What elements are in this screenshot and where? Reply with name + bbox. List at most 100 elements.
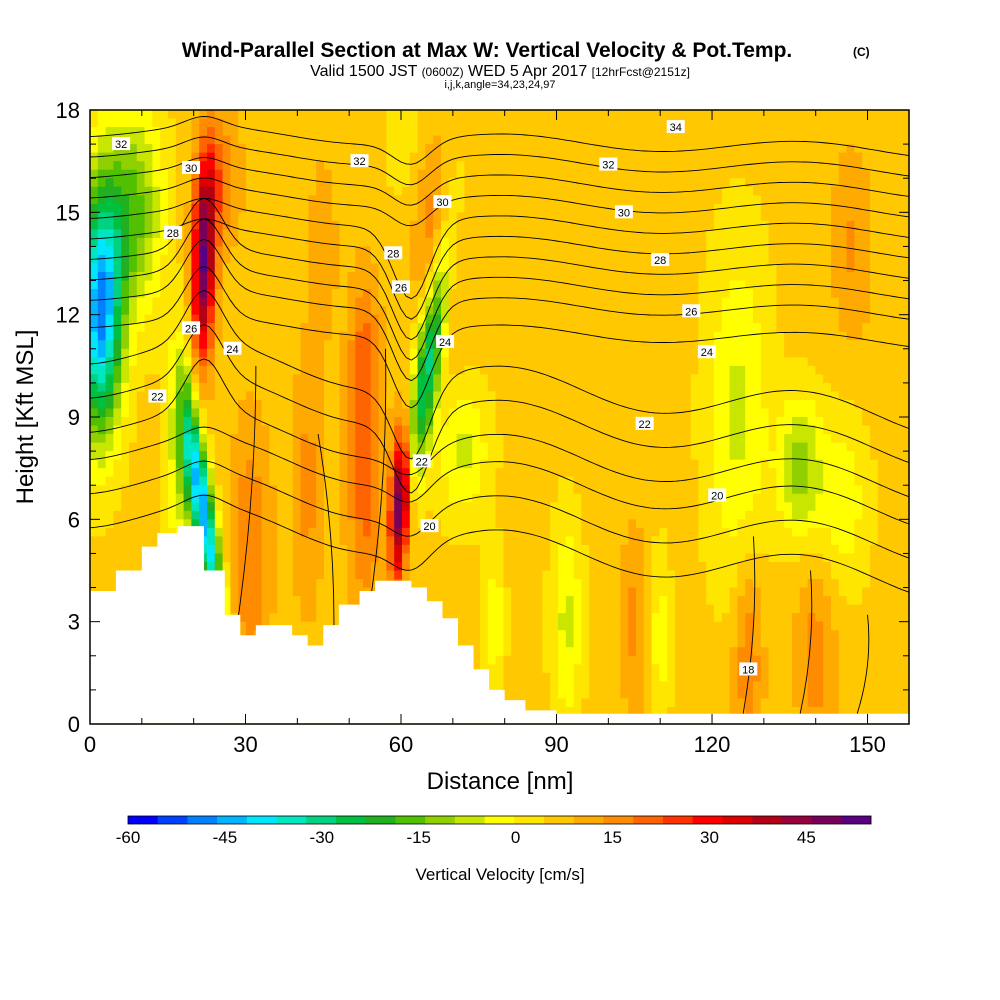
velocity-cell bbox=[207, 417, 216, 427]
velocity-cell bbox=[612, 127, 621, 137]
velocity-cell bbox=[331, 536, 341, 546]
velocity-cell bbox=[144, 340, 153, 350]
velocity-cell bbox=[604, 399, 614, 410]
velocity-cell bbox=[573, 229, 582, 239]
velocity-cell bbox=[550, 570, 559, 580]
velocity-cell bbox=[121, 263, 130, 273]
velocity-cell bbox=[612, 178, 621, 188]
velocity-cell bbox=[238, 237, 247, 248]
velocity-cell bbox=[370, 331, 380, 341]
velocity-cell bbox=[97, 263, 107, 273]
velocity-cell bbox=[472, 544, 481, 555]
velocity-cell bbox=[495, 459, 504, 469]
velocity-cell bbox=[503, 527, 512, 537]
velocity-cell bbox=[121, 110, 130, 120]
velocity-cell bbox=[581, 399, 590, 410]
velocity-cell bbox=[394, 536, 403, 546]
velocity-cell bbox=[534, 254, 543, 265]
velocity-cell bbox=[285, 161, 294, 171]
velocity-cell bbox=[144, 519, 153, 529]
velocity-cell bbox=[277, 297, 286, 307]
velocity-cell bbox=[464, 118, 473, 128]
velocity-cell bbox=[581, 706, 590, 717]
velocity-cell bbox=[370, 254, 380, 265]
velocity-cell bbox=[456, 220, 465, 230]
velocity-cell bbox=[386, 408, 395, 418]
velocity-cell bbox=[347, 553, 356, 563]
velocity-cell bbox=[105, 135, 114, 145]
velocity-cell bbox=[394, 212, 403, 222]
velocity-cell bbox=[495, 681, 504, 691]
velocity-cell bbox=[199, 272, 208, 282]
velocity-cell bbox=[409, 527, 419, 537]
velocity-cell bbox=[448, 272, 458, 282]
velocity-cell bbox=[487, 638, 497, 648]
velocity-cell bbox=[370, 357, 380, 367]
velocity-cell bbox=[214, 331, 224, 341]
velocity-cell bbox=[121, 502, 130, 512]
velocity-cell bbox=[464, 604, 473, 614]
velocity-cell bbox=[183, 263, 192, 273]
velocity-cell bbox=[542, 246, 551, 256]
velocity-cell bbox=[152, 493, 161, 503]
velocity-cell bbox=[105, 280, 114, 290]
velocity-cell bbox=[292, 510, 302, 520]
velocity-cell bbox=[168, 510, 177, 520]
velocity-cell bbox=[511, 596, 520, 606]
velocity-cell bbox=[480, 476, 489, 486]
velocity-cell bbox=[222, 502, 231, 512]
velocity-cell bbox=[168, 212, 177, 222]
velocity-cell bbox=[105, 289, 114, 299]
velocity-cell bbox=[441, 408, 450, 418]
velocity-cell bbox=[230, 357, 239, 367]
velocity-cell bbox=[308, 306, 317, 316]
velocity-cell bbox=[558, 434, 567, 444]
velocity-cell bbox=[253, 553, 263, 563]
velocity-cell bbox=[620, 323, 629, 333]
velocity-cell bbox=[526, 229, 536, 239]
velocity-cell bbox=[207, 374, 216, 384]
velocity-cell bbox=[519, 451, 528, 461]
velocity-cell bbox=[604, 348, 614, 358]
velocity-cell bbox=[285, 399, 294, 410]
velocity-cell bbox=[168, 118, 177, 128]
velocity-cell bbox=[175, 493, 185, 503]
velocity-cell bbox=[448, 263, 458, 273]
velocity-cell bbox=[129, 144, 138, 154]
velocity-cell bbox=[113, 502, 122, 512]
velocity-cell bbox=[261, 399, 270, 410]
velocity-cell bbox=[300, 544, 309, 555]
velocity-cell bbox=[550, 110, 559, 120]
velocity-cell bbox=[300, 417, 309, 427]
velocity-cell bbox=[316, 459, 325, 469]
velocity-cell bbox=[425, 442, 434, 452]
velocity-cell bbox=[129, 263, 138, 273]
velocity-cell bbox=[597, 698, 606, 708]
velocity-cell bbox=[495, 425, 504, 435]
velocity-cell bbox=[394, 570, 403, 580]
velocity-cell bbox=[144, 110, 153, 120]
velocity-cell bbox=[207, 237, 216, 248]
velocity-cell bbox=[160, 127, 169, 137]
velocity-cell bbox=[417, 417, 426, 427]
velocity-cell bbox=[246, 229, 255, 239]
velocity-cell bbox=[526, 178, 536, 188]
velocity-cell bbox=[565, 510, 575, 520]
velocity-cell bbox=[604, 587, 614, 597]
velocity-cell bbox=[324, 365, 333, 375]
velocity-cell bbox=[230, 442, 239, 452]
velocity-cell bbox=[199, 510, 208, 520]
velocity-cell bbox=[542, 544, 551, 555]
velocity-cell bbox=[448, 579, 458, 589]
velocity-cell bbox=[589, 254, 598, 265]
velocity-cell bbox=[550, 442, 559, 452]
velocity-cell bbox=[519, 417, 528, 427]
velocity-cell bbox=[207, 510, 216, 520]
velocity-cell bbox=[511, 229, 520, 239]
velocity-cell bbox=[394, 110, 403, 120]
velocity-cell bbox=[487, 254, 497, 265]
velocity-cell bbox=[331, 553, 341, 563]
velocity-cell bbox=[183, 442, 192, 452]
velocity-cell bbox=[207, 348, 216, 358]
velocity-cell bbox=[519, 519, 528, 529]
